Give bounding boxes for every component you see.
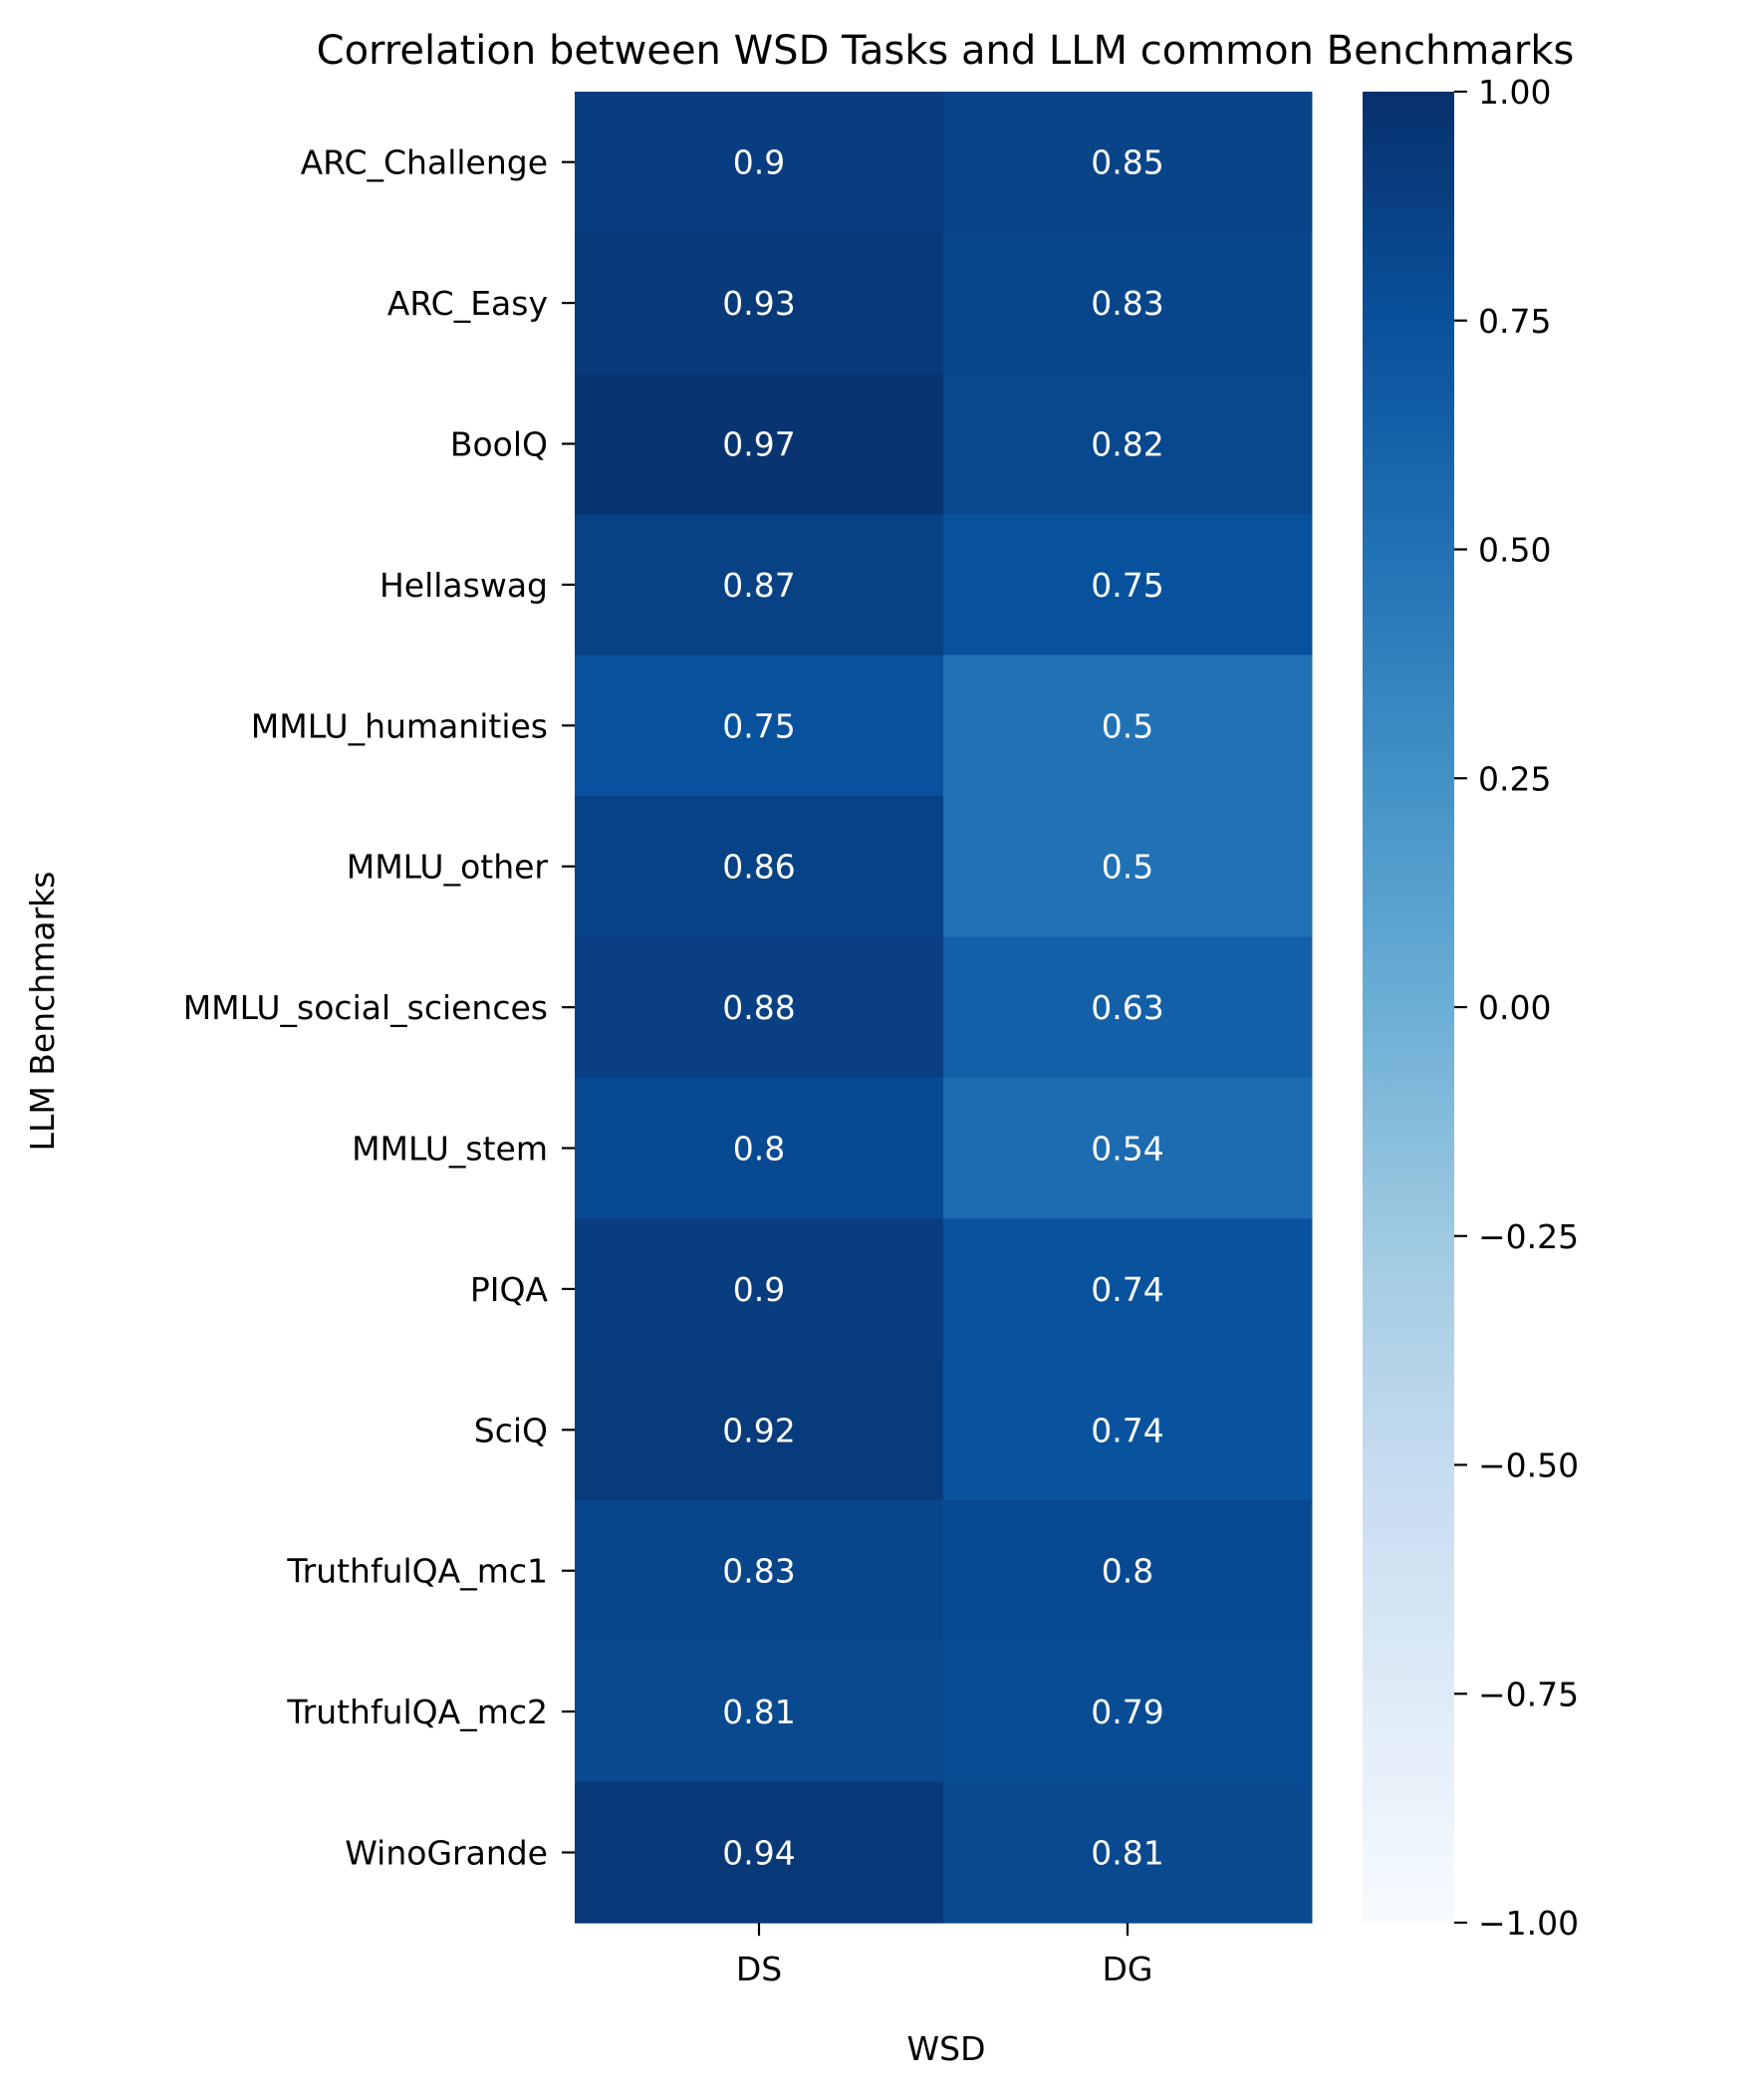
cell-value-label: 0.82 bbox=[1091, 425, 1163, 464]
cell-value-label: 0.5 bbox=[1102, 706, 1153, 745]
cell-value-label: 0.63 bbox=[1091, 988, 1163, 1027]
heatmap-cell bbox=[943, 92, 1313, 233]
x-axis-label: WSD bbox=[907, 2029, 986, 2068]
cell-value-label: 0.85 bbox=[1091, 143, 1163, 182]
heatmap-cell bbox=[575, 373, 944, 515]
cell-value-label: 0.9 bbox=[733, 1270, 785, 1309]
colorbar bbox=[1363, 92, 1454, 1923]
colorbar-tick-label: 0.75 bbox=[1478, 302, 1551, 341]
colorbar-ticks: 1.00 0.75 0.50 0.25 0.00 −0.25 −0.50 −0.75 −1.00 bbox=[1454, 73, 1579, 1943]
heatmap-cell bbox=[943, 373, 1313, 515]
y-tick-label: ARC_Easy bbox=[387, 284, 548, 323]
y-tick-label: MMLU_stem bbox=[352, 1130, 548, 1169]
heatmap-cell bbox=[943, 1781, 1313, 1924]
cell-value-label: 0.5 bbox=[1102, 848, 1153, 887]
colorbar-tick-label: 0.00 bbox=[1478, 988, 1551, 1027]
y-axis: ARC_Challenge ARC_Easy BoolQ Hellaswag MMLU_… bbox=[183, 143, 575, 1873]
x-tick-label: DG bbox=[1103, 1950, 1153, 1988]
cell-value-label: 0.83 bbox=[1091, 284, 1163, 323]
colorbar-tick-label: −1.00 bbox=[1478, 1904, 1579, 1943]
colorbar-tick-label: −0.75 bbox=[1478, 1675, 1579, 1713]
cell-value-label: 0.81 bbox=[722, 1693, 795, 1731]
heatmap-cell bbox=[943, 1077, 1313, 1219]
heatmap-cell-labels: 0.9 0.85 0.93 0.83 0.97 0.82 0.87 0.75 0.75 0.5 0.… bbox=[722, 143, 1163, 1873]
heatmap-cell bbox=[575, 936, 944, 1079]
heatmap-cell bbox=[575, 1781, 944, 1924]
y-tick-label: PIQA bbox=[470, 1270, 549, 1309]
colorbar-tick-label: −0.50 bbox=[1478, 1446, 1579, 1485]
cell-value-label: 0.93 bbox=[722, 284, 795, 323]
y-tick-label: MMLU_social_sciences bbox=[183, 988, 548, 1027]
heatmap-cell bbox=[575, 1500, 944, 1642]
heatmap-cell bbox=[575, 1218, 944, 1361]
heatmap-cell bbox=[943, 232, 1313, 375]
heatmap-cell bbox=[943, 796, 1313, 937]
cell-value-label: 0.79 bbox=[1091, 1693, 1163, 1731]
cell-value-label: 0.92 bbox=[722, 1411, 795, 1449]
cell-value-label: 0.97 bbox=[722, 425, 795, 464]
y-tick-label: TruthfulQA_mc1 bbox=[286, 1552, 548, 1591]
cell-value-label: 0.74 bbox=[1091, 1411, 1163, 1449]
heatmap-cell bbox=[943, 1641, 1313, 1783]
colorbar-tick-label: 0.25 bbox=[1478, 759, 1551, 798]
y-axis-label: LLM Benchmarks bbox=[23, 872, 62, 1152]
cell-value-label: 0.88 bbox=[722, 988, 795, 1027]
y-tick-label: SciQ bbox=[474, 1411, 548, 1449]
heatmap-cell bbox=[943, 936, 1313, 1079]
cell-value-label: 0.81 bbox=[1091, 1834, 1163, 1873]
cell-value-label: 0.8 bbox=[733, 1130, 785, 1169]
x-tick-label: DS bbox=[736, 1950, 782, 1988]
heatmap-cell bbox=[943, 654, 1313, 797]
cell-value-label: 0.54 bbox=[1091, 1130, 1163, 1169]
heatmap-cell bbox=[575, 654, 944, 797]
chart-title: Correlation between WSD Tasks and LLM co… bbox=[317, 28, 1575, 74]
heatmap-cells bbox=[575, 92, 1313, 1924]
y-tick-label: Hellaswag bbox=[379, 566, 548, 605]
heatmap-cell bbox=[575, 796, 944, 937]
cell-value-label: 0.83 bbox=[722, 1552, 795, 1591]
heatmap-cell bbox=[575, 514, 944, 656]
cell-value-label: 0.8 bbox=[1102, 1552, 1153, 1591]
heatmap-cell bbox=[575, 1077, 944, 1219]
y-tick-label: WinoGrande bbox=[345, 1834, 548, 1873]
heatmap-cell bbox=[943, 1359, 1313, 1501]
y-tick-label: ARC_Challenge bbox=[301, 143, 548, 182]
cell-value-label: 0.86 bbox=[722, 848, 795, 887]
colorbar-tick-label: −0.25 bbox=[1478, 1217, 1579, 1256]
colorbar-tick-label: 1.00 bbox=[1478, 73, 1551, 112]
colorbar-gradient bbox=[1363, 92, 1454, 1923]
cell-value-label: 0.87 bbox=[722, 566, 795, 605]
cell-value-label: 0.74 bbox=[1091, 1270, 1163, 1309]
y-tick-label: MMLU_humanities bbox=[251, 706, 548, 745]
heatmap-cell bbox=[575, 232, 944, 375]
y-tick-label: MMLU_other bbox=[347, 848, 549, 887]
heatmap-cell bbox=[943, 1218, 1313, 1361]
y-tick-label: BoolQ bbox=[450, 425, 548, 464]
heatmap-cell bbox=[943, 1500, 1313, 1642]
x-axis: DS DG bbox=[736, 1923, 1153, 1988]
heatmap-cell bbox=[943, 514, 1313, 656]
cell-value-label: 0.75 bbox=[722, 706, 795, 745]
colorbar-tick-label: 0.50 bbox=[1478, 531, 1551, 570]
heatmap-cell bbox=[575, 1641, 944, 1783]
cell-value-label: 0.9 bbox=[733, 143, 785, 182]
y-tick-label: TruthfulQA_mc2 bbox=[286, 1693, 548, 1731]
heatmap-cell bbox=[575, 92, 944, 233]
cell-value-label: 0.94 bbox=[722, 1834, 795, 1873]
heatmap-cell bbox=[575, 1359, 944, 1501]
cell-value-label: 0.75 bbox=[1091, 566, 1163, 605]
